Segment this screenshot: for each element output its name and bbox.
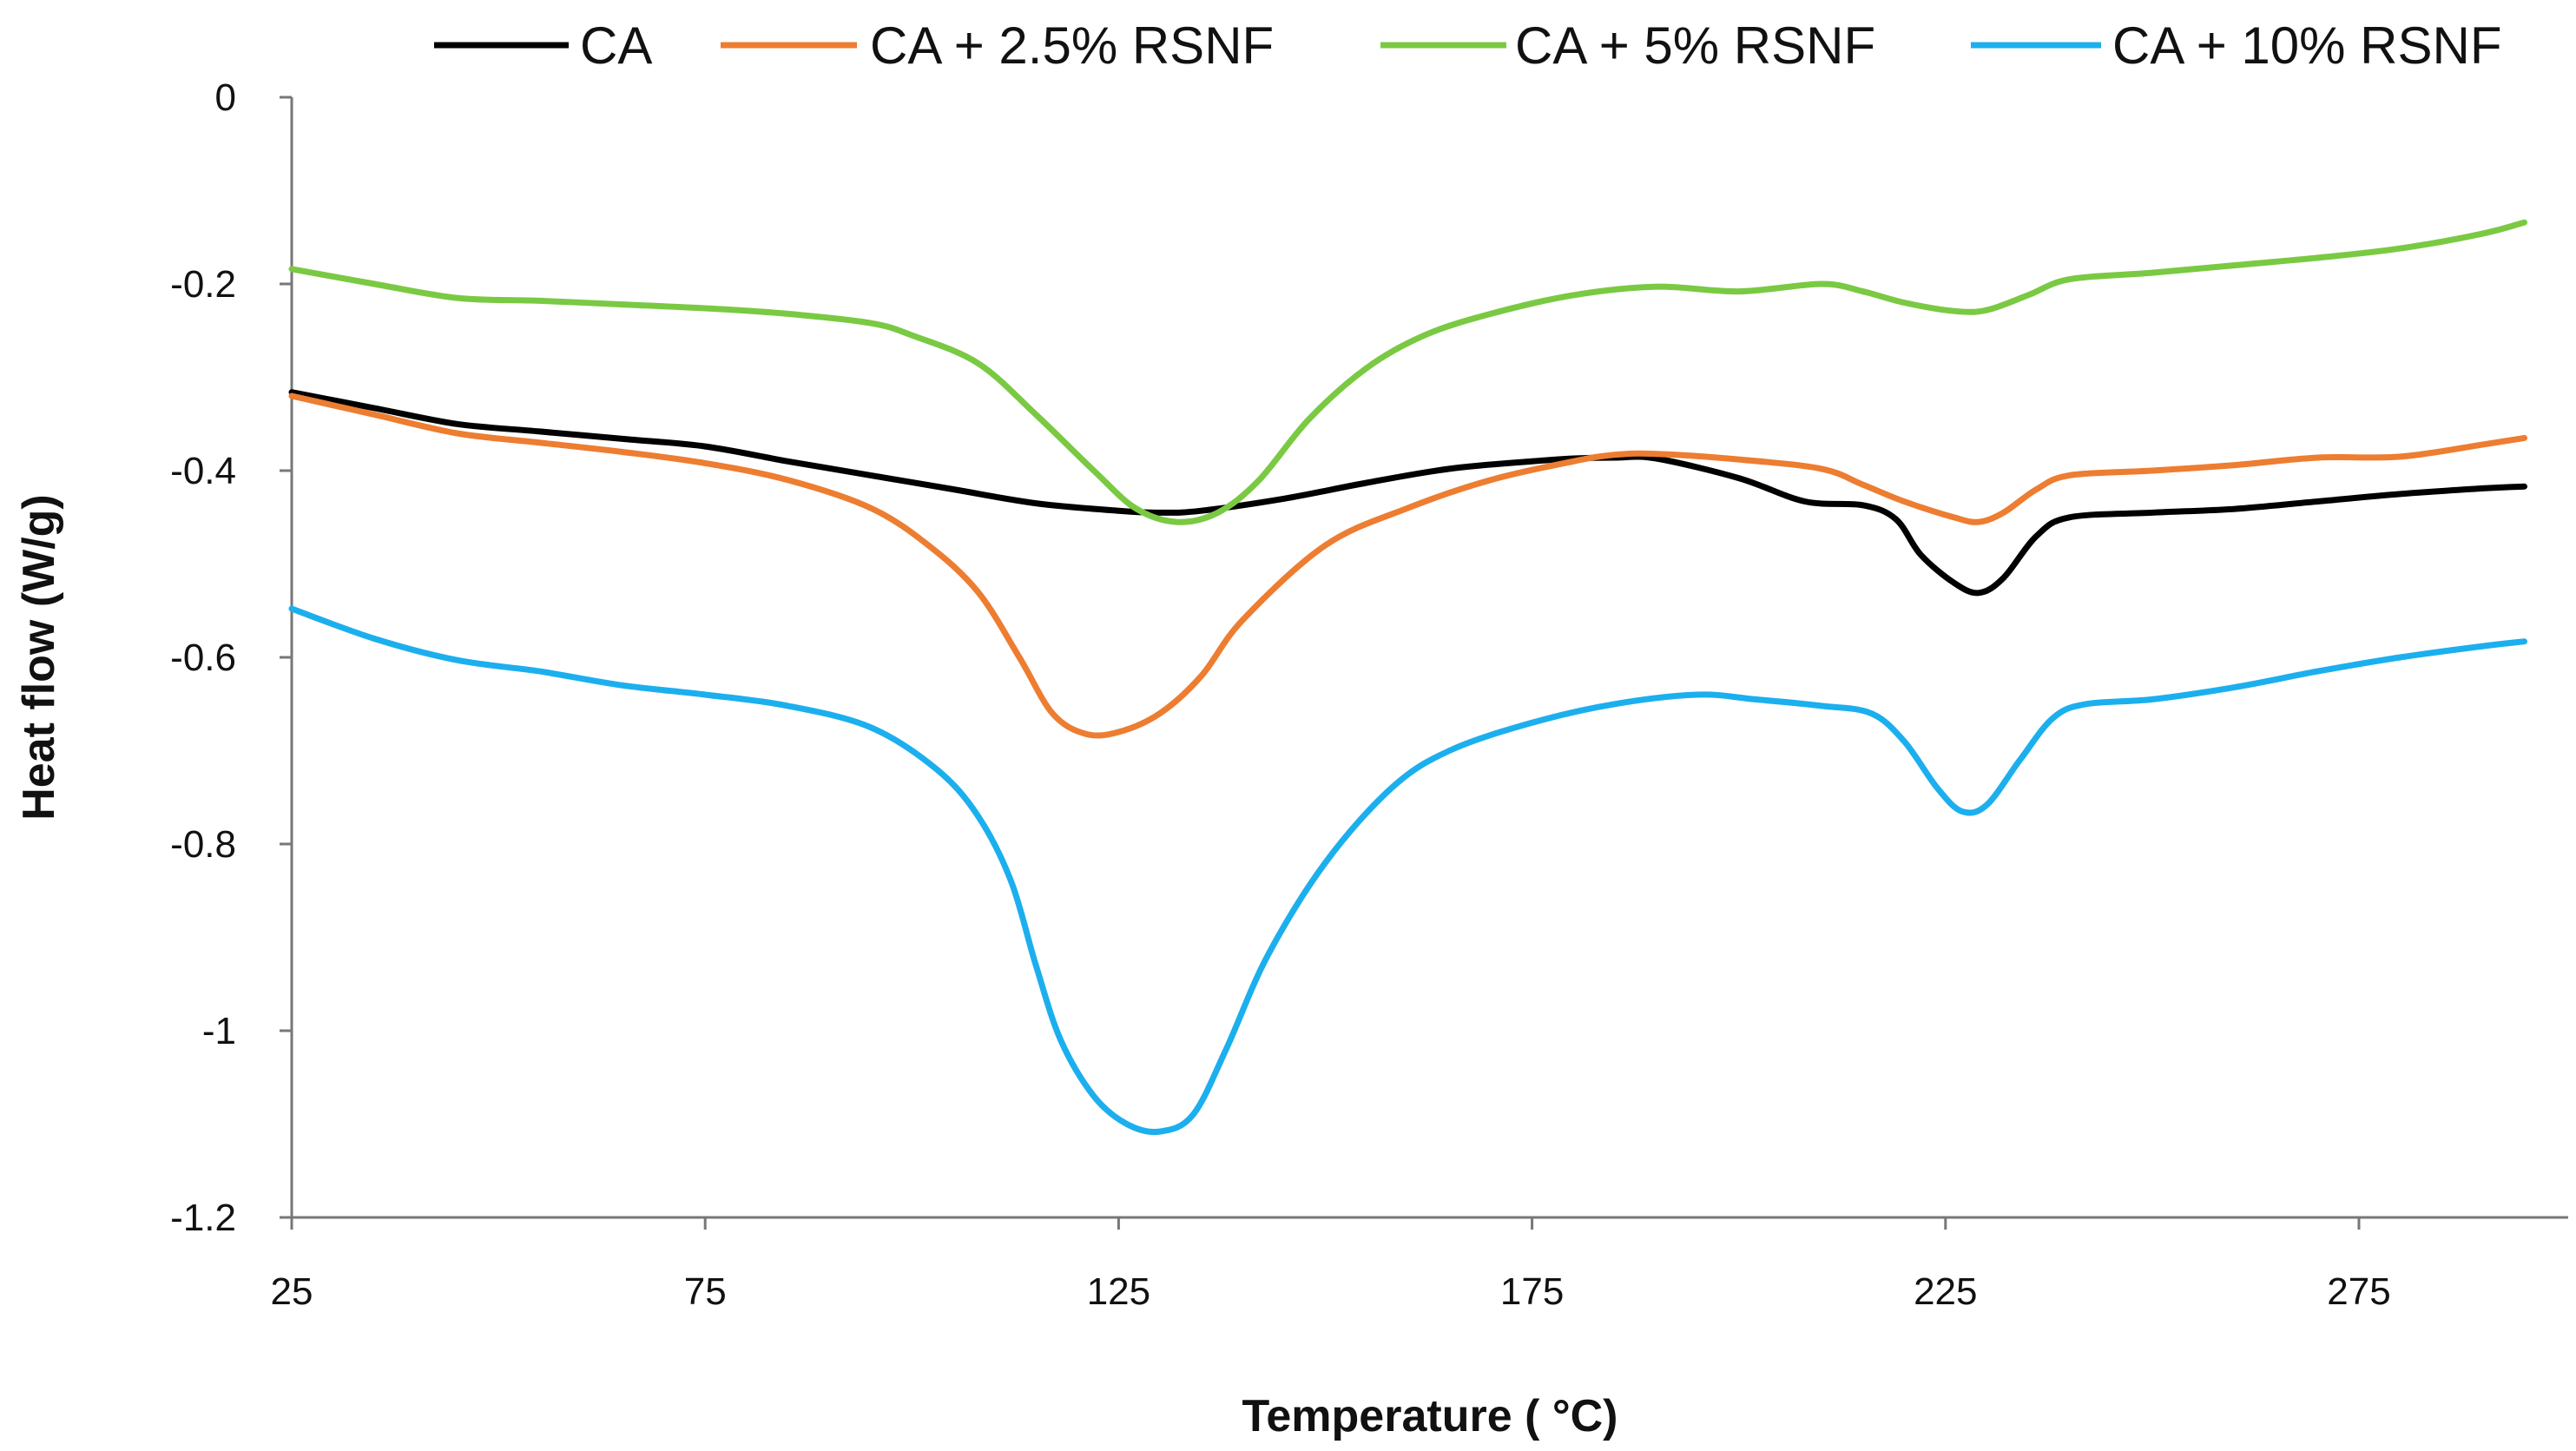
y-tick-label: -1.2: [170, 1197, 236, 1239]
y-tick-label: -0.2: [170, 263, 236, 306]
series-lines: [288, 219, 2527, 1136]
legend-label-ca-5-rsnf: CA + 5% RSNF: [1515, 16, 1875, 75]
series-line-ca-5-rsnf: [288, 219, 2527, 525]
series-line-ca-2-5-rsnf: [288, 392, 2527, 739]
y-axis-ticks: 0 -0.2 -0.4 -0.6 -0.8 -1 -1.2: [170, 76, 292, 1239]
x-tick-label: 175: [1500, 1270, 1564, 1313]
series-line-ca: [288, 389, 2527, 597]
y-tick-label: -0.4: [170, 450, 236, 492]
legend-label-ca-2-5-rsnf: CA + 2.5% RSNF: [870, 16, 1274, 75]
legend-label-ca: CA: [580, 16, 652, 75]
y-tick-label: -1: [202, 1010, 236, 1052]
x-tick-label: 125: [1087, 1270, 1150, 1313]
x-tick-label: 75: [684, 1270, 727, 1313]
y-axis-title: Heat flow (W/g): [14, 494, 64, 821]
x-tick-label: 225: [1914, 1270, 1977, 1313]
series-line-ca-10-rsnf: [288, 605, 2527, 1136]
y-tick-label: -0.6: [170, 636, 236, 679]
x-axis-title: Temperature ( °C): [1242, 1391, 1617, 1441]
y-tick-label: 0: [215, 76, 236, 119]
legend-label-ca-10-rsnf: CA + 10% RSNF: [2112, 16, 2502, 75]
y-tick-label: -0.8: [170, 823, 236, 866]
x-tick-label: 275: [2327, 1270, 2390, 1313]
x-tick-label: 25: [271, 1270, 313, 1313]
x-axis-ticks: 25 75 125 175 225 275: [271, 1217, 2391, 1313]
legend: CA CA + 2.5% RSNF CA + 5% RSNF CA + 10% …: [434, 16, 2502, 75]
